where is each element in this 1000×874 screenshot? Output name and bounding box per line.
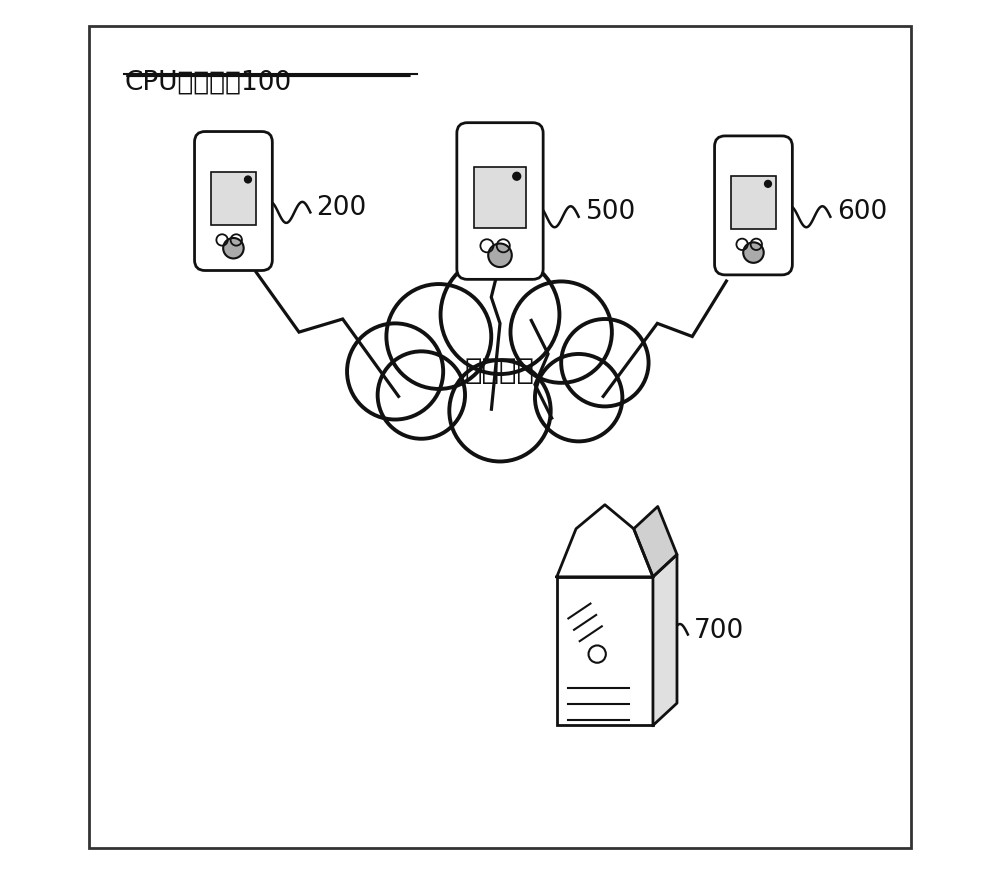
Circle shape xyxy=(510,281,612,383)
Polygon shape xyxy=(557,505,653,577)
FancyBboxPatch shape xyxy=(211,171,256,225)
Text: 600: 600 xyxy=(837,198,888,225)
Circle shape xyxy=(743,242,764,263)
Text: 数据网络: 数据网络 xyxy=(465,357,535,385)
Polygon shape xyxy=(653,555,677,725)
FancyBboxPatch shape xyxy=(557,577,653,725)
Circle shape xyxy=(386,284,491,389)
FancyBboxPatch shape xyxy=(731,176,776,229)
FancyBboxPatch shape xyxy=(457,122,543,280)
Circle shape xyxy=(245,176,251,183)
FancyBboxPatch shape xyxy=(89,26,911,848)
Circle shape xyxy=(561,319,649,406)
Text: 500: 500 xyxy=(586,198,636,225)
Circle shape xyxy=(378,351,465,439)
FancyBboxPatch shape xyxy=(715,135,792,274)
Circle shape xyxy=(535,354,622,441)
Circle shape xyxy=(347,323,443,420)
Text: 200: 200 xyxy=(316,195,367,221)
Circle shape xyxy=(513,172,521,180)
Circle shape xyxy=(223,238,244,259)
Polygon shape xyxy=(634,507,677,577)
FancyBboxPatch shape xyxy=(195,131,272,271)
Circle shape xyxy=(449,360,551,461)
FancyBboxPatch shape xyxy=(474,167,526,228)
Text: CPU调度系统100: CPU调度系统100 xyxy=(124,70,291,96)
Circle shape xyxy=(488,244,512,267)
Circle shape xyxy=(765,180,771,187)
Text: 700: 700 xyxy=(694,618,744,644)
Circle shape xyxy=(441,255,559,374)
